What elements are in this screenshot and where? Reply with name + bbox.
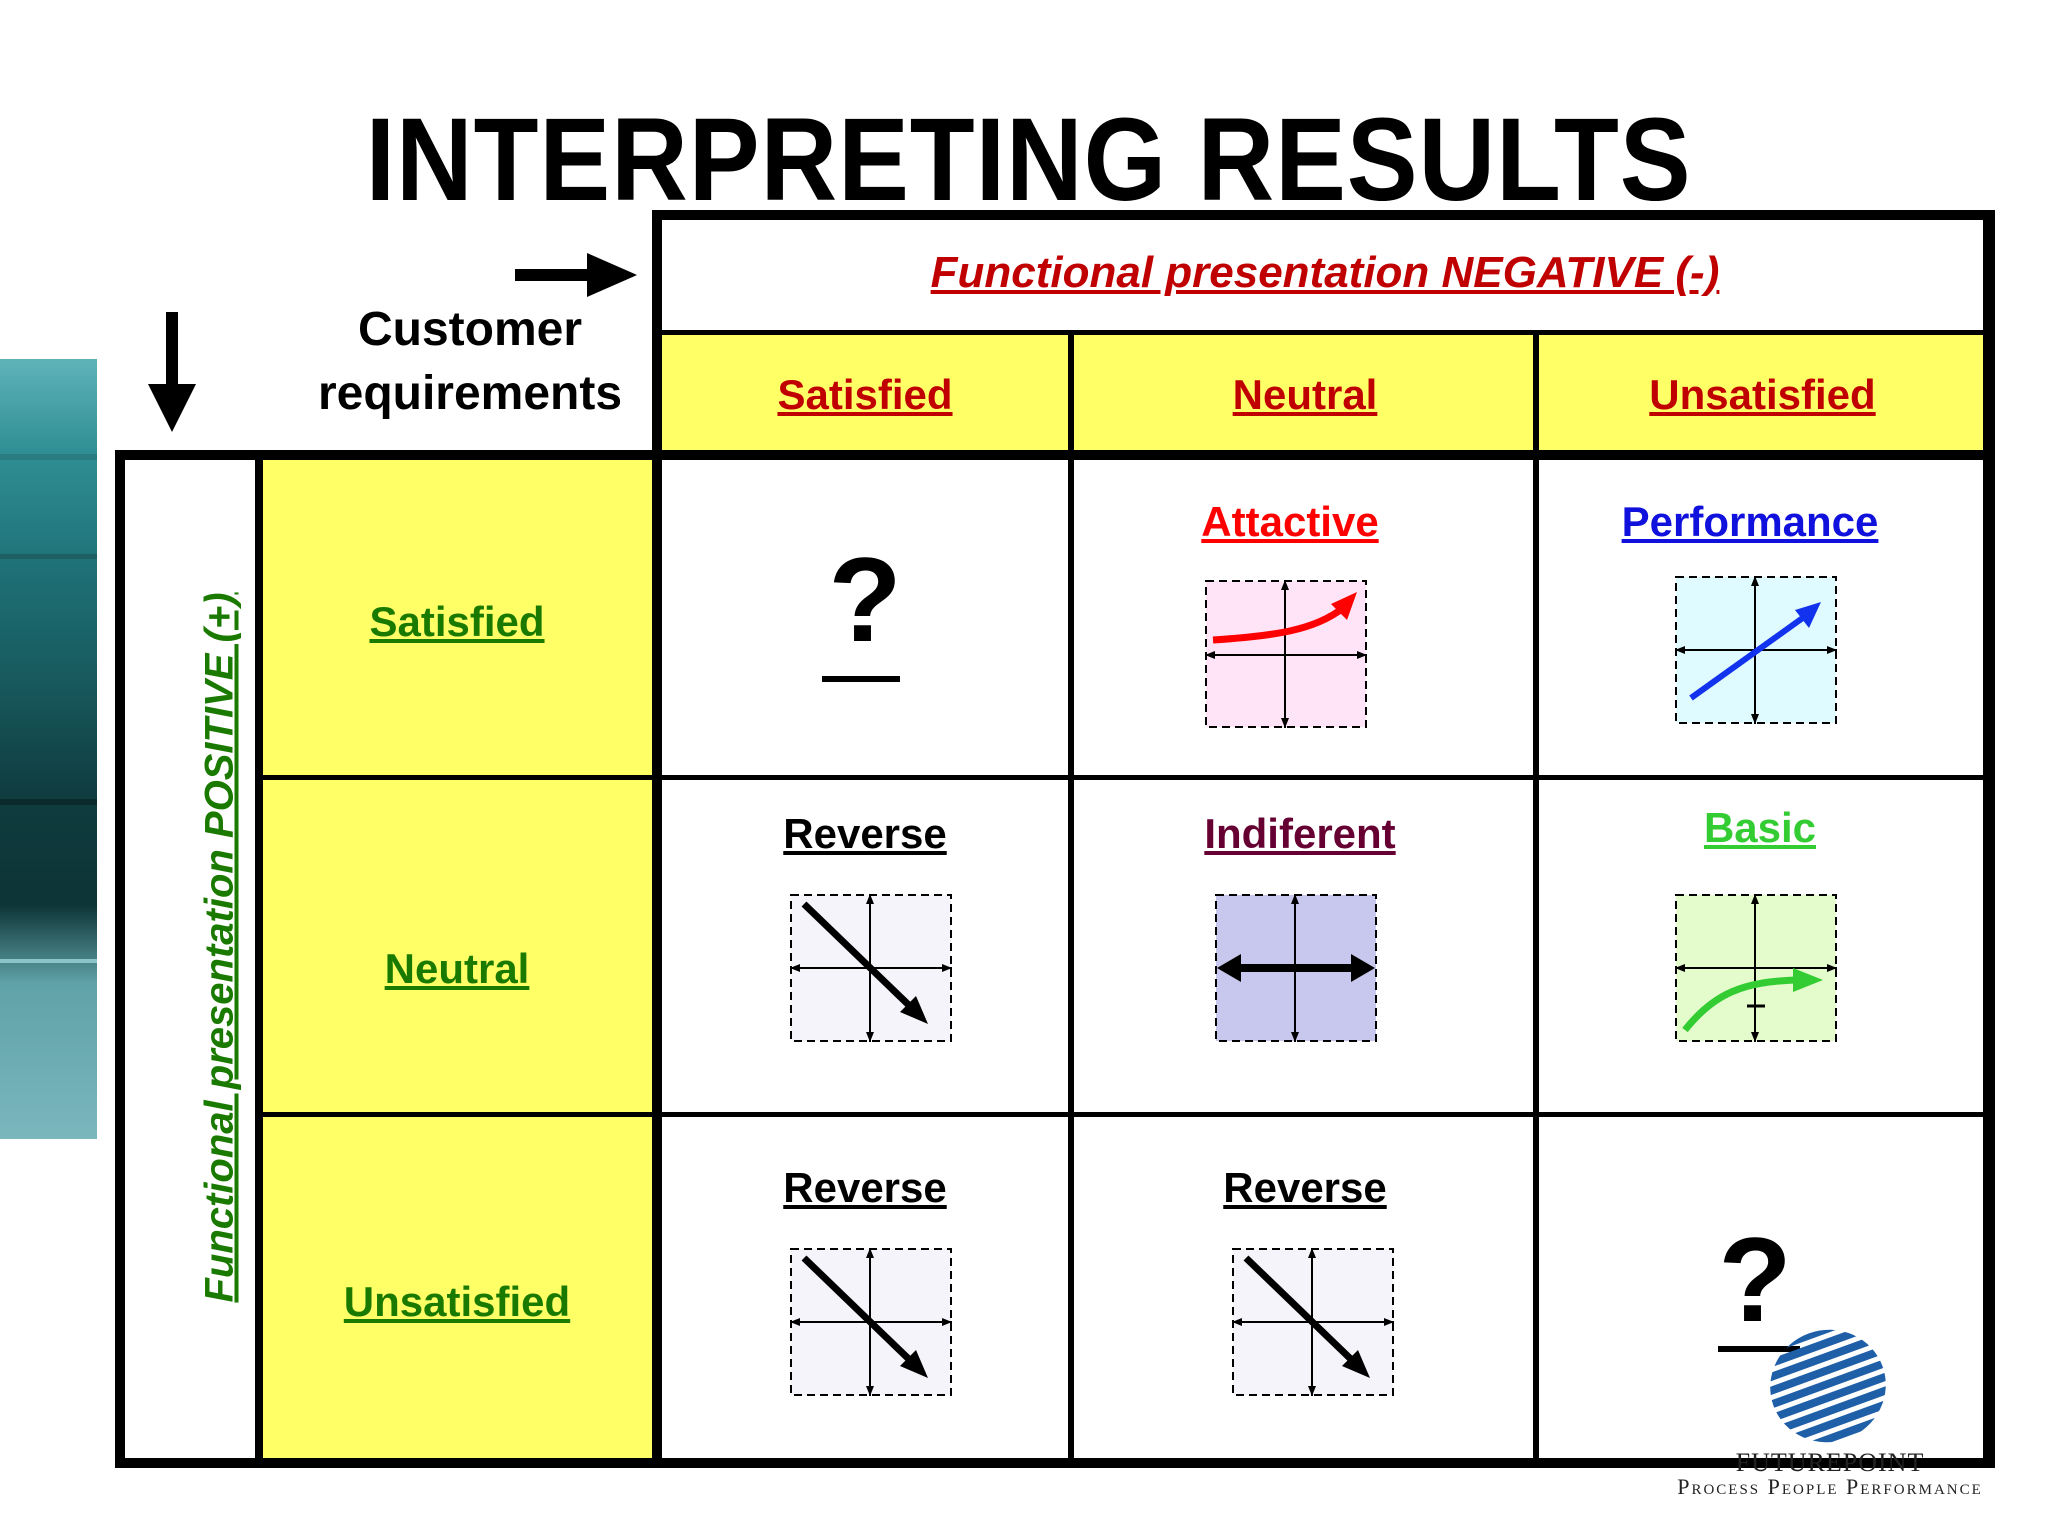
cell-label-reverse: Reverse [783,1164,947,1211]
descending-graph-icon [790,894,952,1042]
corner-label: Customer requirements [317,303,623,420]
question-mark-icon: ? [1718,1213,1792,1347]
grid-line [255,450,263,1468]
column-header-neutral: Neutral [1232,371,1378,418]
column-header-row [660,335,1985,450]
right-arrow-icon [515,253,637,297]
cell-label-performance: Performance [1621,498,1879,545]
cell-label-indifferent: Indiferent [1204,810,1396,857]
decorative-photo-strip [0,359,97,1139]
saturating-curve-graph-icon [1675,894,1837,1042]
row-header-unsatisfied: Unsatisfied [343,1278,571,1325]
column-header-satisfied: Satisfied [777,371,953,418]
column-group-header: Functional presentation NEGATIVE (-) [930,248,1720,297]
grid-line [660,330,1985,335]
grid-line [115,1458,1995,1468]
logo-wordmark: FUTUREPOINT [1735,1448,1925,1477]
horizontal-double-arrow-graph-icon [1215,894,1377,1042]
striped-globe-logo-icon [1768,1326,1890,1444]
exponential-curve-graph-icon [1205,580,1367,728]
grid-line [115,450,1995,460]
cell-label-reverse: Reverse [1223,1164,1387,1211]
question-underline [822,676,900,682]
cell-label-reverse: Reverse [783,810,947,857]
grid-line [652,210,1995,220]
row-group-header: Functional presentation POSITIVE (+) [197,592,242,1303]
linear-rising-graph-icon [1675,576,1837,724]
down-arrow-icon [148,312,196,432]
grid-line [652,210,662,1468]
descending-graph-icon [790,1248,952,1396]
descending-graph-icon [1232,1248,1394,1396]
grid-line [262,775,1985,780]
question-underline [1718,1346,1800,1352]
grid-line [1983,210,1995,1468]
question-mark-icon: ? [828,533,902,667]
row-header-neutral: Neutral [384,945,530,992]
grid-line [1533,335,1539,1460]
column-header-unsatisfied: Unsatisfied [1649,371,1876,418]
row-header-column [262,458,652,1458]
page-title: INTERPRETING RESULTS [365,94,1692,226]
grid-line [115,450,125,1468]
logo-tagline: Process People Performance [1677,1474,1983,1499]
cell-label-attractive: Attactive [1201,498,1379,545]
grid-line [262,1112,1985,1117]
cell-label-basic: Basic [1703,804,1817,851]
grid-line [1068,335,1074,1460]
row-header-satisfied: Satisfied [369,598,545,645]
